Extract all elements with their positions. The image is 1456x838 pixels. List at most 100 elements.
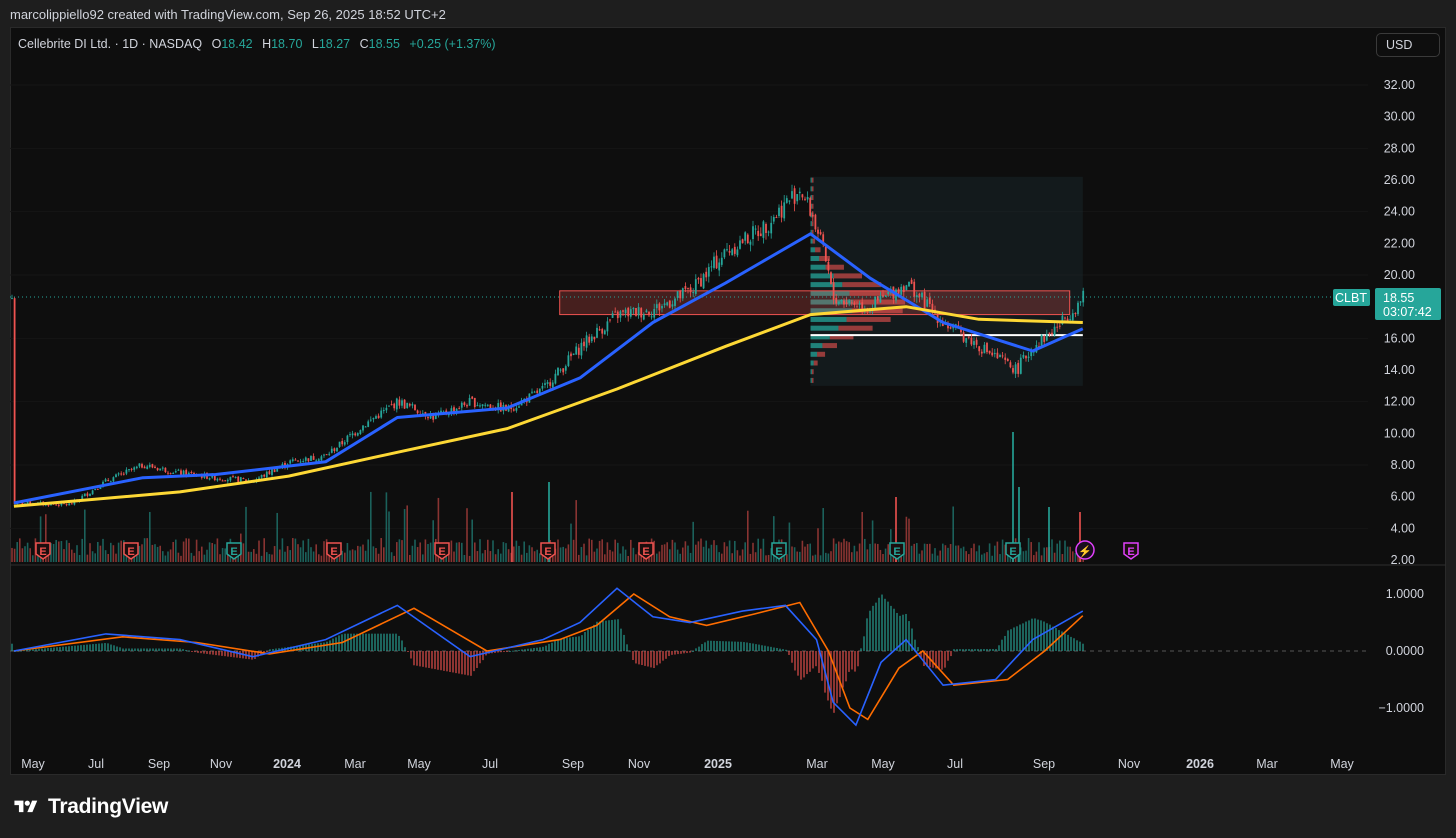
tradingview-logo[interactable]: TradingView (12, 795, 168, 819)
volume-bar (32, 555, 34, 562)
candle-body (991, 352, 994, 356)
candle-body (598, 329, 601, 331)
macd-histogram-bar (983, 649, 985, 651)
symbol-title[interactable]: Cellebrite DI Ltd. · 1D · NASDAQ (18, 37, 203, 51)
macd-line[interactable] (13, 587, 1084, 727)
candle-body (754, 228, 757, 230)
volume-bar (175, 539, 177, 562)
volume-bar (1053, 552, 1056, 562)
close-value: 18.55 (368, 37, 400, 51)
earnings-marker[interactable]: E (540, 542, 556, 560)
volume-bar (583, 543, 585, 562)
earnings-marker[interactable]: E (771, 542, 787, 560)
volume-bar (585, 555, 588, 562)
candle-body (388, 405, 390, 407)
macd-histogram-bar (254, 651, 256, 659)
volume-bar (167, 551, 169, 562)
earnings-marker[interactable]: E (638, 542, 654, 560)
dividend-marker[interactable]: ⚡ (1075, 540, 1095, 560)
volume-bar (936, 555, 939, 562)
volume-bar (372, 546, 375, 562)
candle-body (133, 467, 136, 470)
candle-body (840, 299, 843, 302)
volume-bar (934, 548, 936, 562)
volume-bar (406, 505, 408, 562)
volume-bar (754, 552, 757, 562)
macd-histogram-bar (566, 637, 568, 651)
candle-body (856, 306, 858, 308)
candle-body (473, 397, 476, 408)
volume-bar (310, 547, 312, 562)
macd-histogram-bar (206, 651, 208, 654)
earnings-marker[interactable]: E (123, 542, 139, 560)
candle-body (983, 344, 986, 354)
volume-bar (916, 543, 918, 562)
macd-histogram-bar (656, 651, 658, 666)
volume-bar (120, 540, 122, 562)
macd-histogram-bar (542, 646, 544, 651)
macd-histogram-bar (941, 651, 943, 670)
macd-histogram-bar (347, 633, 349, 651)
volume-profile-bar-up (810, 212, 812, 218)
candle-body (317, 459, 320, 461)
volume-bar (458, 542, 460, 562)
volume-bar (994, 545, 996, 562)
earnings-marker[interactable]: E (434, 542, 450, 560)
candle-body (603, 330, 606, 335)
volume-bar (539, 553, 541, 562)
candle-body (900, 286, 903, 295)
volume-bar (825, 552, 827, 562)
candle-body (811, 214, 814, 217)
macd-histogram-bar (230, 651, 232, 657)
earnings-marker[interactable]: E (326, 542, 342, 560)
earnings-marker[interactable]: E (35, 542, 51, 560)
candle-body (429, 414, 432, 419)
volume-bar (830, 551, 832, 562)
volume-bar (752, 542, 754, 562)
macd-histogram-bar (944, 651, 946, 668)
volume-bar (481, 553, 484, 562)
macd-histogram-bar (1052, 626, 1054, 651)
earnings-marker-icon (35, 542, 51, 560)
volume-bar (260, 555, 263, 562)
earnings-marker[interactable]: E (1005, 542, 1021, 560)
candle-body (837, 301, 840, 304)
event-markers: E E E E E E E E E E ⚡ E (35, 540, 1139, 560)
candle-body (970, 337, 973, 345)
volume-bar (21, 548, 24, 562)
macd-histogram-bar (818, 651, 820, 673)
time-tick-label: Nov (628, 757, 651, 771)
candle-body (590, 336, 593, 342)
currency-button[interactable]: USD (1376, 33, 1440, 57)
volume-bar (1074, 553, 1077, 562)
macd-histogram-bar (65, 646, 67, 651)
macd-histogram-bar (623, 634, 625, 651)
volume-bar (359, 546, 362, 562)
volume-bar (736, 550, 739, 562)
candle-body (733, 246, 736, 254)
price-axis: 32.0030.0028.0026.0024.0022.0020.0018.00… (1384, 78, 1415, 567)
moving-average-ma_fast[interactable] (13, 232, 1084, 505)
volume-bar (284, 551, 286, 562)
earnings-marker[interactable]: E (226, 542, 242, 560)
macd-histogram-bar (752, 643, 754, 651)
time-tick-label: 2025 (704, 757, 732, 771)
volume-bar (1022, 551, 1025, 562)
earnings-marker[interactable]: E (1123, 542, 1139, 560)
macd-histogram-bar (410, 651, 412, 659)
macd-histogram-bar (575, 636, 577, 651)
volume-bar (507, 549, 510, 562)
macd-signal-line[interactable] (13, 593, 1084, 721)
macd-histogram-bar (446, 651, 448, 672)
earnings-marker[interactable]: E (889, 542, 905, 560)
macd-histogram-bar (119, 647, 121, 651)
volume-bar (978, 545, 980, 562)
volume-bar (411, 545, 414, 562)
candle-body (333, 448, 336, 452)
moving-average-ma_slow[interactable] (13, 305, 1083, 508)
candle-body (541, 386, 544, 389)
time-tick-label: 2026 (1186, 757, 1214, 771)
event-marker-label: E (127, 546, 134, 558)
volume-bar (471, 519, 473, 562)
